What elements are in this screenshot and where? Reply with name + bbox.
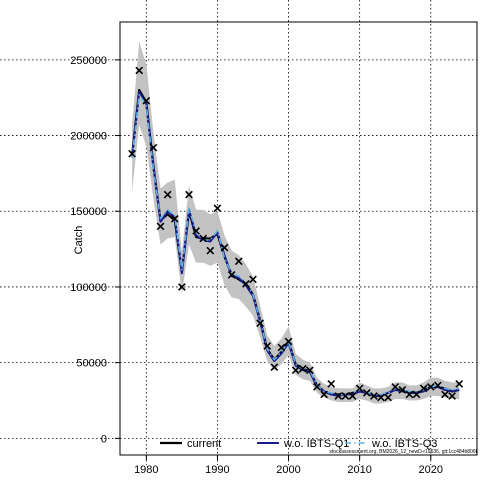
observed-point-1994 xyxy=(242,280,250,288)
observed-point-2003 xyxy=(306,366,314,375)
observed-point-1991 xyxy=(220,243,229,252)
legend: current w.o. IBTS-Q1 w.o. IBTS-Q3 xyxy=(160,438,437,450)
observed-point-2021 xyxy=(434,381,442,390)
observed-point-2008 xyxy=(341,392,350,400)
observed-point-1979 xyxy=(135,66,144,75)
observed-point-1999 xyxy=(277,343,286,352)
observed-point-2007 xyxy=(334,392,343,400)
legend-label: current xyxy=(187,438,221,450)
observed-point-2004 xyxy=(313,383,321,391)
observed-point-2012 xyxy=(370,392,378,400)
observed-point-2023 xyxy=(448,392,456,400)
observed-point-2019 xyxy=(419,384,428,393)
y-tick-label: 150000 xyxy=(70,206,107,218)
observed-point-1981 xyxy=(149,143,158,152)
observed-point-2013 xyxy=(377,393,385,402)
observed-point-2018 xyxy=(412,390,421,399)
observed-point-1986 xyxy=(185,190,193,199)
observed-point-1988 xyxy=(199,234,208,243)
series-line-w-o-ibts-q1 xyxy=(131,90,460,397)
plot-border xyxy=(119,21,478,456)
observed-point-2000 xyxy=(284,337,293,346)
observed-point-1985 xyxy=(178,283,186,291)
observed-point-1978 xyxy=(128,149,136,158)
series-line-w-o-ibts-q3 xyxy=(131,93,460,396)
observed-point-2015 xyxy=(391,383,400,391)
legend-item-2: w.o. IBTS-Q3 xyxy=(345,438,437,450)
series-line-current xyxy=(131,88,460,398)
observed-point-2001 xyxy=(291,366,300,375)
legend-label: w.o. IBTS-Q3 xyxy=(371,438,437,450)
observed-point-1995 xyxy=(249,275,257,284)
observed-point-2014 xyxy=(384,393,392,402)
y-tick-label: 50000 xyxy=(76,358,107,370)
confidence-band-area xyxy=(132,41,460,404)
y-axis-title: Catch xyxy=(73,226,85,255)
legend-item-1: w.o. IBTS-Q1 xyxy=(257,438,349,450)
observed-point-2009 xyxy=(348,392,357,400)
observed-point-2002 xyxy=(298,364,307,373)
x-tick-label: 2020 xyxy=(419,464,443,476)
observed-point-1989 xyxy=(206,246,215,255)
observed-point-1997 xyxy=(263,342,272,350)
observed-point-2005 xyxy=(320,390,328,399)
footnote: stockassessment.org, BM2026_12_newD-r196… xyxy=(329,449,477,455)
confidence-band xyxy=(132,41,460,404)
observed-point-2024 xyxy=(455,379,464,388)
observed-point-1992 xyxy=(227,270,236,279)
observed-point-1982 xyxy=(156,222,165,231)
observed-point-1987 xyxy=(192,227,200,235)
x-tick-label: 2010 xyxy=(347,464,371,476)
y-tick-label: 100000 xyxy=(70,282,107,294)
observed-point-2017 xyxy=(405,390,414,399)
observed-point-1984 xyxy=(170,214,179,223)
observed-point-1996 xyxy=(256,319,264,328)
observed-point-1990 xyxy=(213,204,222,213)
observed-point-1993 xyxy=(234,257,243,266)
y-tick-label: 250000 xyxy=(70,55,107,67)
observed-point-2011 xyxy=(362,389,371,397)
x-tick-label: 2000 xyxy=(276,464,300,476)
legend-label: w.o. IBTS-Q1 xyxy=(283,438,349,450)
observed-point-1983 xyxy=(163,190,172,199)
legend-item-0: current xyxy=(160,438,221,450)
observed-point-1980 xyxy=(142,96,151,105)
observed-points xyxy=(128,66,464,402)
observed-point-2020 xyxy=(426,383,435,391)
observed-point-1998 xyxy=(270,363,279,372)
x-tick-label: 1980 xyxy=(134,464,158,476)
x-axis: 1980 1990 2000 2010 2020 xyxy=(134,455,443,476)
y-tick-label: 200000 xyxy=(70,131,107,143)
observed-point-2022 xyxy=(441,390,449,399)
observed-point-2010 xyxy=(355,384,364,393)
observed-point-2006 xyxy=(327,379,336,388)
observed-point-2016 xyxy=(398,386,407,394)
y-tick-label: 0 xyxy=(101,433,107,445)
y-axis: 0 50000 100000 150000 200000 250000 xyxy=(70,55,120,445)
x-tick-label: 1990 xyxy=(205,464,229,476)
series-lines xyxy=(131,88,460,398)
